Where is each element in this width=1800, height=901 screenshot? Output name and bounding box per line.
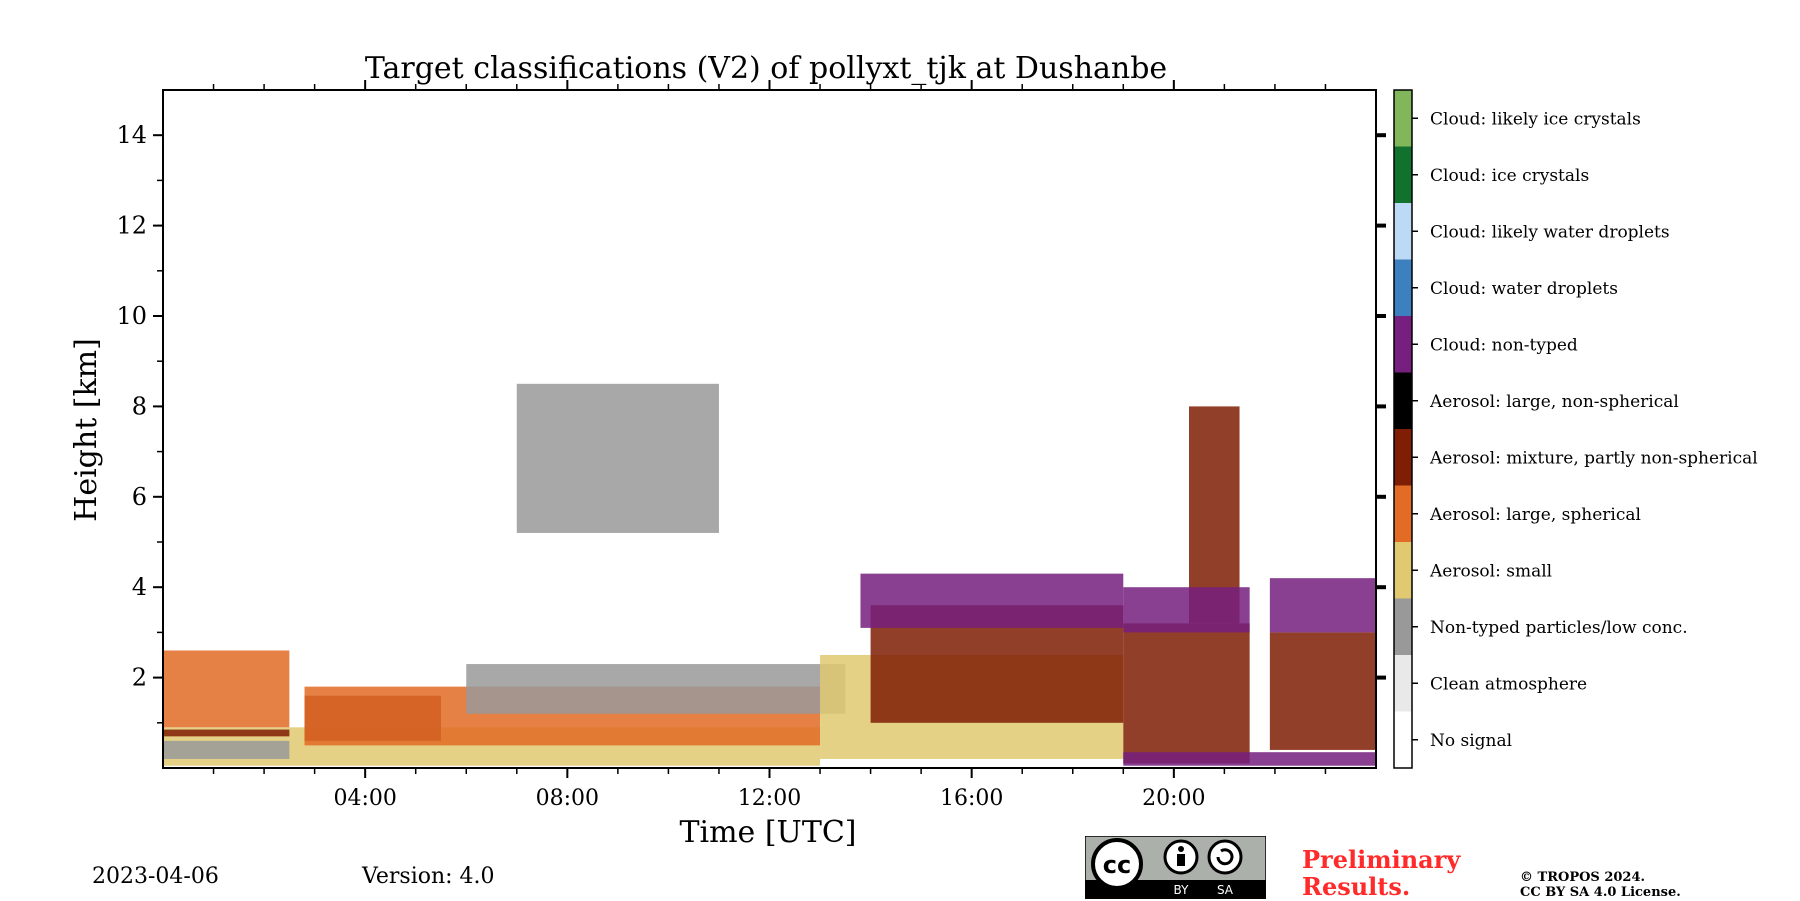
x-tick-label: 16:00 xyxy=(940,786,1003,811)
colorbar-label: Non-typed particles/low conc. xyxy=(1430,618,1688,638)
classification-field xyxy=(163,383,1376,766)
colorbar-label: Cloud: likely ice crystals xyxy=(1430,109,1641,129)
y-tick-label: 6 xyxy=(132,483,147,511)
colorbar-swatch xyxy=(1394,90,1412,147)
colorbar-swatch xyxy=(1394,146,1412,203)
y-tick-label: 10 xyxy=(116,302,147,330)
plot-area xyxy=(162,89,1377,769)
y-axis: 2 4 6 8 10 12 14 xyxy=(116,121,1386,724)
classification-region xyxy=(1269,578,1376,633)
x-axis: 04:00 08:00 12:00 16:00 20:00 xyxy=(212,80,1327,811)
y-tick-label: 14 xyxy=(116,121,147,149)
colorbar-swatch xyxy=(1394,711,1412,768)
cc-icon xyxy=(1091,838,1143,890)
y-tick-label: 2 xyxy=(132,664,147,692)
classification-region xyxy=(466,664,846,714)
colorbar-swatch xyxy=(1394,542,1412,599)
x-tick-label: 08:00 xyxy=(536,786,599,811)
copyright-notice: © TROPOS 2024. CC BY SA 4.0 License. xyxy=(1520,870,1681,900)
date-label: 2023-04-06 xyxy=(92,864,219,889)
colorbar-swatch xyxy=(1394,485,1412,542)
classification-region xyxy=(1269,632,1376,750)
colorbar-label: No signal xyxy=(1430,731,1512,751)
y-axis-label: Height [km] xyxy=(69,338,104,522)
colorbar-swatch xyxy=(1394,316,1412,373)
sa-icon xyxy=(1207,839,1243,875)
classification-region xyxy=(516,383,719,533)
colorbar-swatch xyxy=(1394,259,1412,316)
preliminary-line-2: Results. xyxy=(1302,872,1411,901)
colorbar-swatch xyxy=(1394,203,1412,260)
colorbar-label: Cloud: likely water droplets xyxy=(1430,222,1670,242)
colorbar-label: Aerosol: large, spherical xyxy=(1429,505,1641,525)
x-tick-label: 20:00 xyxy=(1142,786,1205,811)
classification-region xyxy=(163,650,290,728)
y-tick-label: 8 xyxy=(132,392,147,420)
colorbar-label: Aerosol: small xyxy=(1429,561,1552,581)
cc-license-badge: cc BY SA xyxy=(1085,836,1266,899)
version-label: Version: 4.0 xyxy=(362,864,495,889)
x-tick-label: 12:00 xyxy=(738,786,801,811)
by-icon-body xyxy=(1177,854,1185,866)
classification-region xyxy=(1123,623,1250,764)
colorbar-label: Cloud: water droplets xyxy=(1430,279,1618,299)
colorbar-swatch xyxy=(1394,655,1412,712)
classification-region xyxy=(163,729,290,737)
colorbar-swatch xyxy=(1394,372,1412,429)
cc-icon-text: cc xyxy=(1103,851,1131,879)
colorbar-swatch xyxy=(1394,598,1412,655)
classification-region xyxy=(860,573,1124,628)
by-icon-head xyxy=(1178,846,1184,852)
classification-region xyxy=(1123,587,1250,633)
colorbar-swatch xyxy=(1394,429,1412,486)
x-tick-label: 04:00 xyxy=(333,786,396,811)
colorbar-label: Cloud: ice crystals xyxy=(1430,166,1589,186)
colorbar-label: Aerosol: mixture, partly non-spherical xyxy=(1429,448,1758,468)
classification-region xyxy=(1123,752,1376,766)
colorbar-frame xyxy=(1393,89,1413,769)
colorbar-label: Cloud: non-typed xyxy=(1430,335,1578,355)
copyright-line-2: CC BY SA 4.0 License. xyxy=(1520,885,1681,900)
classification-region xyxy=(163,740,290,759)
copyright-line-1: © TROPOS 2024. xyxy=(1520,870,1646,885)
colorbar-label: Aerosol: large, non-spherical xyxy=(1429,392,1679,412)
preliminary-line-1: Preliminary xyxy=(1302,845,1461,874)
y-tick-label: 4 xyxy=(132,573,147,601)
preliminary-results-label: Preliminary Results. xyxy=(1302,846,1460,900)
by-text: BY xyxy=(1174,883,1190,897)
colorbar: No signal Clean atmosphere Non-typed parti… xyxy=(1393,89,1758,769)
sa-icon-arrow xyxy=(1216,848,1234,866)
chart-title: Target classifications (V2) of pollyxt_t… xyxy=(365,51,1167,86)
y-tick-label: 12 xyxy=(116,212,147,240)
colorbar-label: Clean atmosphere xyxy=(1430,674,1587,694)
x-axis-label: Time [UTC] xyxy=(680,815,857,850)
sa-text: SA xyxy=(1217,883,1234,897)
